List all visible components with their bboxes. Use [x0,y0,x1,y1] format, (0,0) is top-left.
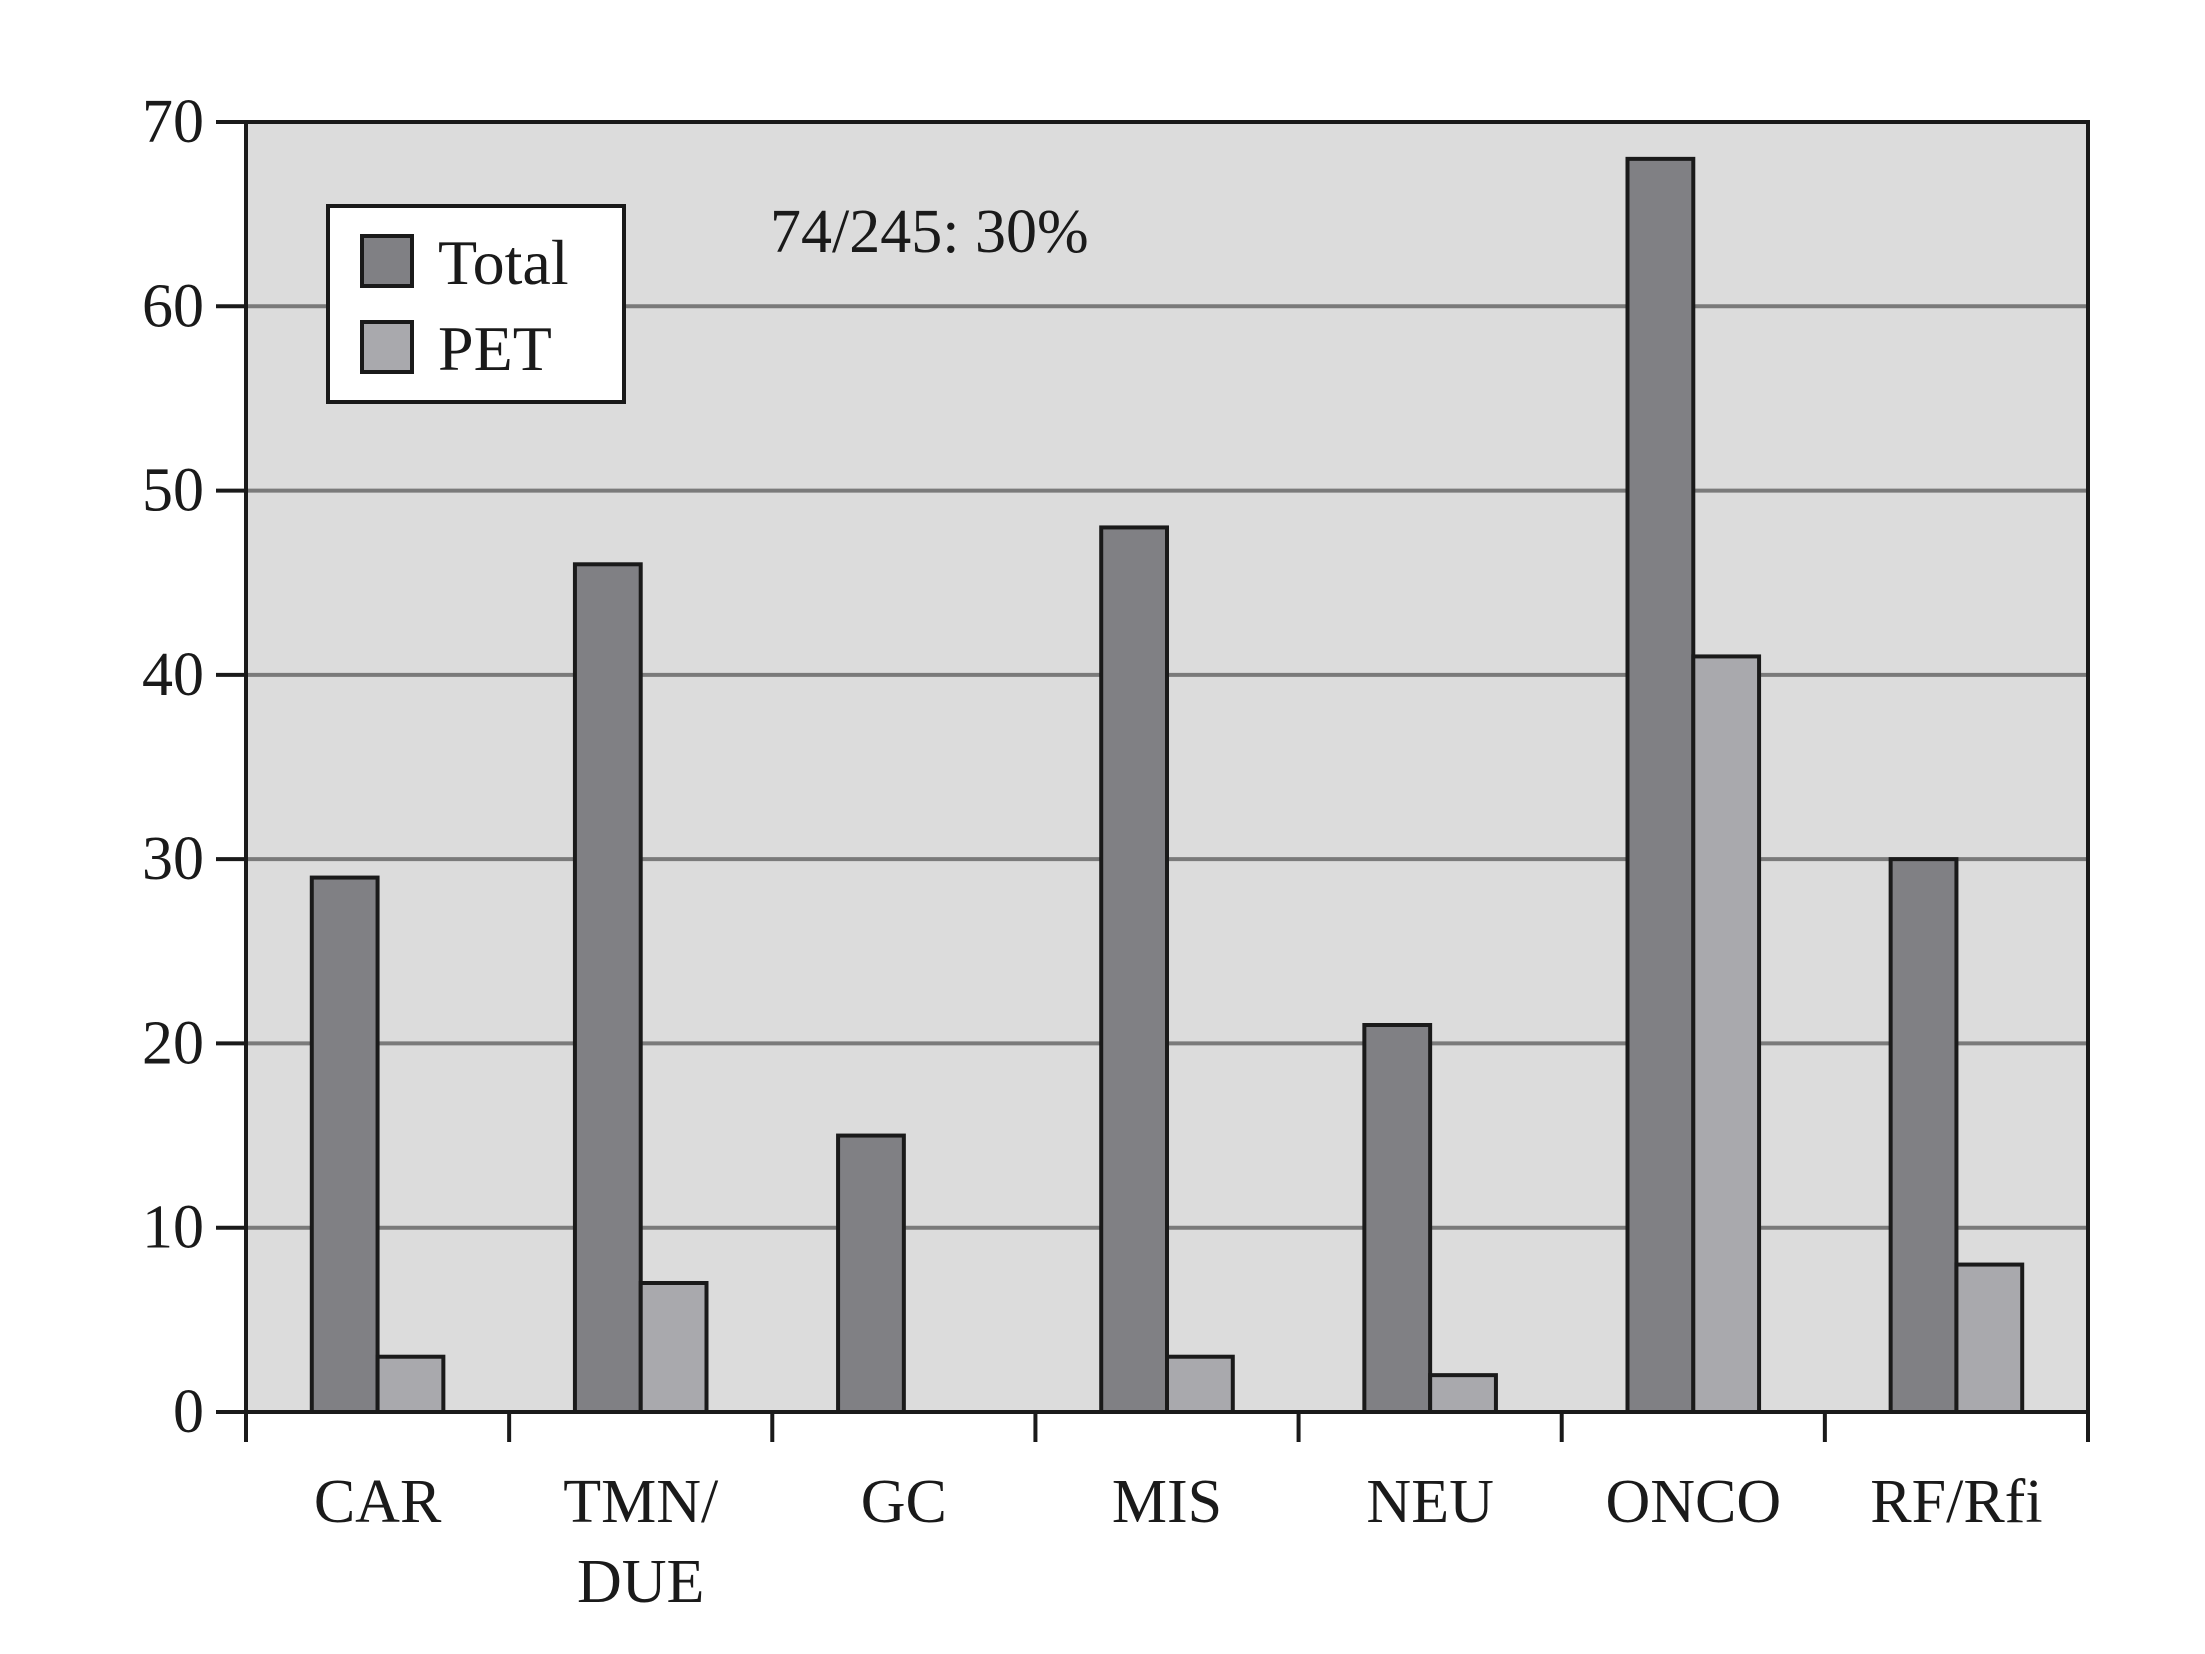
bar-total [1362,1023,1433,1414]
x-category-label: MIS [1112,1468,1222,1536]
bar-total [572,562,643,1414]
x-category-label-line: DUE [577,1548,704,1616]
bar-total [1099,525,1169,1414]
y-tick-label: 20 [142,1009,204,1077]
y-tick-label: 0 [173,1378,204,1446]
x-axis: CAR TMN/DUE GC MIS NEU ONCO RF/Rfi [244,1412,2090,1616]
legend: Total PET [326,204,626,404]
bar-pet [1954,1262,2025,1414]
x-category-label: TMN/DUE [563,1468,719,1616]
legend-swatch-total [360,234,414,288]
x-category-label-line: RF/Rfi [1870,1468,2042,1536]
plot-area-border [244,120,2090,1414]
x-category-label: RF/Rfi [1870,1468,2042,1536]
x-category-label: CAR [314,1468,442,1536]
x-category-label: ONCO [1605,1468,1781,1536]
x-category-label: NEU [1366,1468,1493,1536]
legend-label-pet: PET [438,313,552,384]
bar-total [309,875,380,1414]
bar-pet [1691,654,1762,1414]
y-tick-label: 40 [142,641,204,709]
bar-pet [1165,1354,1235,1414]
chart-annotation: 74/245: 30% [770,198,1089,266]
bars [309,156,2025,1414]
y-tick-label: 50 [142,457,204,525]
y-tick-label: 70 [142,88,204,156]
x-category-label-line: CAR [314,1468,442,1536]
x-category-label-line: ONCO [1605,1468,1781,1536]
x-category-label-line: TMN/ [563,1468,719,1536]
bar-total [1888,857,1959,1414]
bar-pet [638,1281,709,1414]
x-category-label-line: GC [861,1468,947,1536]
legend-swatch-pet [360,320,414,374]
y-axis: 0 10 20 30 40 50 60 70 [142,88,246,1446]
x-category-label-line: MIS [1112,1468,1222,1536]
bar-pet [375,1354,446,1414]
bar-total [1625,156,1696,1414]
bar-total [836,1133,906,1414]
x-category-label-line: NEU [1366,1468,1493,1536]
bar-pet [1428,1373,1498,1414]
x-category-label: GC [861,1468,947,1536]
y-tick-label: 60 [142,272,204,340]
y-tick-label: 30 [142,825,204,893]
y-tick-label: 10 [142,1194,204,1262]
legend-label-total: Total [438,227,569,298]
